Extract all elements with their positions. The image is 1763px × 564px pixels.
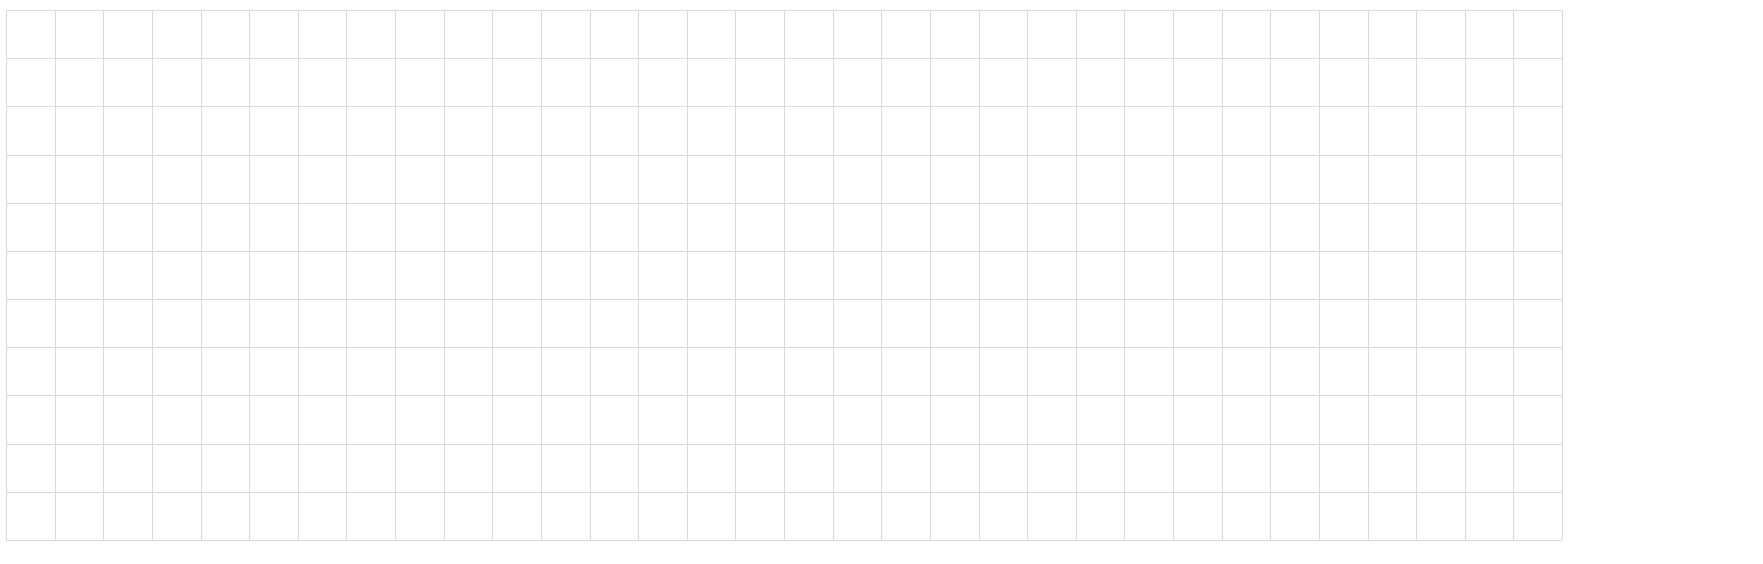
grid-lines [6, 10, 1563, 541]
grid-sheet [6, 10, 1563, 541]
